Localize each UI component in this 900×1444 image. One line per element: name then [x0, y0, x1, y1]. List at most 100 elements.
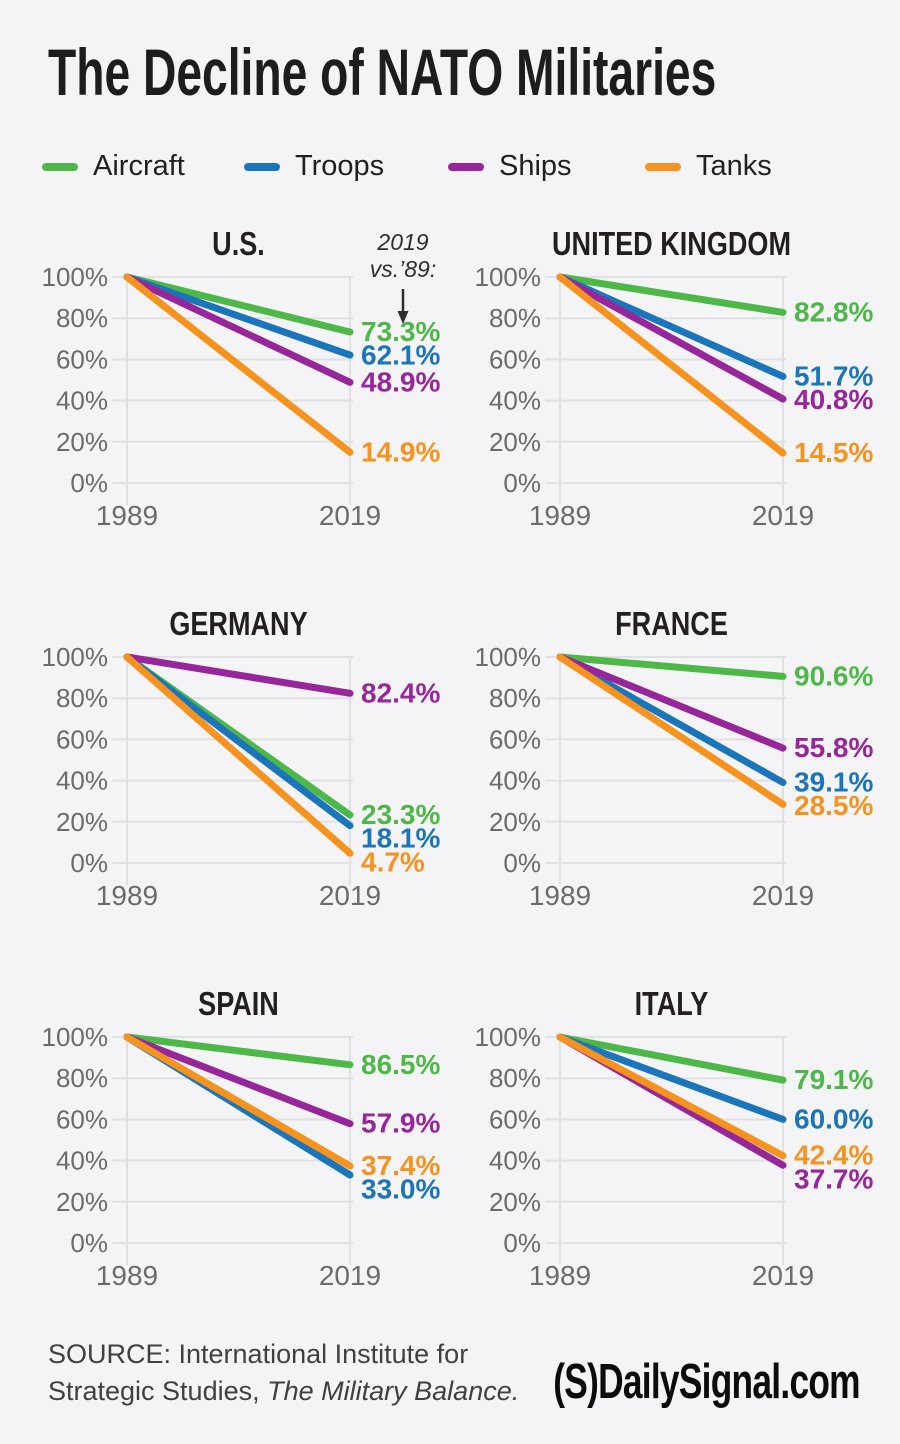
line-chart: 100% 80% 60% 40% 20% 0%1989 2019 90.6% 55.8% 39.1… — [475, 642, 874, 911]
svg-text:20%: 20% — [56, 807, 108, 837]
svg-text:0%: 0% — [503, 848, 541, 878]
line-chart: 100% 80% 60% 40% 20% 0%1989 2019 86.5% 57.9% 37.4… — [42, 1022, 441, 1291]
svg-text:90.6%: 90.6% — [794, 660, 873, 691]
troops-color-swatch — [244, 162, 280, 171]
svg-text:40%: 40% — [489, 1146, 541, 1176]
line-chart: 100% 80% 60% 40% 20% 0%1989 2019 73.3%62.1%48.9… — [42, 262, 441, 531]
svg-text:79.1%: 79.1% — [794, 1064, 873, 1095]
svg-text:60%: 60% — [489, 1104, 541, 1134]
svg-text:0%: 0% — [70, 468, 108, 498]
svg-text:20%: 20% — [489, 427, 541, 457]
svg-text:62.1%: 62.1% — [361, 340, 440, 371]
page-title: The Decline of NATO Militaries — [48, 35, 717, 109]
chart-title: UNITED KINGDOM — [551, 225, 792, 262]
svg-text:1989: 1989 — [96, 1260, 158, 1291]
svg-text:60%: 60% — [56, 724, 108, 754]
chart-germany: GERMANY 100% 80% 60% 40% 20% 0% 1989 2019 82.4% 2… — [30, 595, 480, 975]
svg-text:40.8%: 40.8% — [794, 384, 873, 415]
svg-text:28.5%: 28.5% — [794, 790, 873, 821]
svg-text:73.3%: 73.3% — [361, 316, 440, 347]
svg-text:40%: 40% — [56, 1146, 108, 1176]
legend: Aircraft Troops Ships Tanks — [0, 150, 900, 190]
svg-text:2019: 2019 — [752, 500, 814, 531]
svg-text:100%: 100% — [475, 262, 542, 292]
chart-title: ITALY — [634, 985, 709, 1022]
svg-text:60%: 60% — [56, 344, 108, 374]
svg-text:20%: 20% — [56, 427, 108, 457]
svg-text:86.5%: 86.5% — [361, 1049, 440, 1080]
chart-united-kingdom: UNITED KINGDOM 100% 80% 60% 40% 20% 0% 1989 201… — [463, 215, 900, 595]
svg-text:100%: 100% — [42, 1022, 109, 1052]
svg-text:33.0%: 33.0% — [361, 1174, 440, 1205]
line-chart: 100% 80% 60% 40% 20% 0%1989 2019 82.4% 23.3%18.1… — [42, 642, 441, 911]
svg-text:4.7%: 4.7% — [361, 846, 425, 877]
svg-text:20%: 20% — [489, 1187, 541, 1217]
legend-label: Aircraft — [93, 150, 185, 182]
svg-text:42.4%: 42.4% — [794, 1140, 873, 1171]
chart-italy: ITALY 100% 80% 60% 40% 20% 0% 1989 2019 79.1% 60.… — [463, 975, 900, 1355]
legend-label: Ships — [499, 150, 572, 182]
annotation-2019-vs-89: 2019 vs.’89: — [360, 229, 446, 331]
chart-title: SPAIN — [198, 985, 279, 1022]
svg-text:18.1%: 18.1% — [361, 823, 440, 854]
svg-text:80%: 80% — [489, 303, 541, 333]
svg-text:0%: 0% — [503, 468, 541, 498]
tanks-color-swatch — [645, 162, 681, 171]
svg-text:40%: 40% — [56, 386, 108, 416]
svg-text:0%: 0% — [70, 1228, 108, 1258]
svg-text:55.8%: 55.8% — [794, 732, 873, 763]
svg-text:80%: 80% — [56, 1063, 108, 1093]
svg-text:1989: 1989 — [529, 500, 591, 531]
legend-label: Tanks — [696, 150, 772, 182]
svg-text:60.0%: 60.0% — [794, 1103, 873, 1134]
svg-text:20%: 20% — [56, 1187, 108, 1217]
svg-text:100%: 100% — [42, 262, 109, 292]
source-line2: Strategic Studies, The Military Balance. — [48, 1376, 520, 1406]
legend-item-aircraft: Aircraft — [42, 150, 185, 183]
ships-color-swatch — [448, 162, 484, 171]
svg-text:2019: 2019 — [319, 1260, 381, 1291]
down-arrow-icon — [397, 289, 409, 324]
chart-us: U.S. 2019 vs.’89: 100% 80% 60% 40% 20% 0% 1989… — [30, 215, 480, 595]
svg-text:1989: 1989 — [529, 1260, 591, 1291]
legend-item-troops: Troops — [244, 150, 384, 183]
annotation-line1: 2019 — [377, 229, 429, 255]
svg-text:40%: 40% — [489, 386, 541, 416]
legend-label: Troops — [295, 150, 385, 182]
svg-text:39.1%: 39.1% — [794, 767, 873, 798]
source-note: SOURCE: International Institute for Stra… — [48, 1336, 519, 1410]
chart-title: FRANCE — [615, 605, 728, 642]
chart-spain: SPAIN 100% 80% 60% 40% 20% 0% 1989 2019 86.5% 57.… — [30, 975, 480, 1355]
source-publication-title: The Military Balance. — [267, 1376, 520, 1406]
svg-text:40%: 40% — [489, 766, 541, 796]
svg-text:80%: 80% — [56, 303, 108, 333]
svg-text:48.9%: 48.9% — [361, 366, 440, 397]
chart-title: U.S. — [212, 225, 265, 262]
svg-text:20%: 20% — [489, 807, 541, 837]
svg-text:100%: 100% — [475, 642, 542, 672]
daily-signal-logo: (S)DailySignal.com — [553, 1355, 860, 1409]
svg-text:82.4%: 82.4% — [361, 677, 440, 708]
annotation-line2: vs.’89: — [369, 256, 437, 282]
svg-text:0%: 0% — [503, 1228, 541, 1258]
line-chart: 100% 80% 60% 40% 20% 0%1989 2019 79.1% 60.0% 42.4… — [475, 1022, 874, 1291]
line-chart: 100% 80% 60% 40% 20% 0%1989 2019 82.8% 51.7%40.8… — [475, 262, 874, 531]
legend-item-ships: Ships — [448, 150, 572, 183]
svg-text:2019: 2019 — [752, 1260, 814, 1291]
svg-text:2019: 2019 — [319, 880, 381, 911]
svg-text:60%: 60% — [56, 1104, 108, 1134]
svg-text:14.5%: 14.5% — [794, 437, 873, 468]
legend-item-tanks: Tanks — [645, 150, 772, 183]
svg-text:23.3%: 23.3% — [361, 799, 440, 830]
svg-text:2019: 2019 — [752, 880, 814, 911]
aircraft-color-swatch — [42, 162, 78, 171]
svg-text:1989: 1989 — [96, 500, 158, 531]
svg-text:100%: 100% — [475, 1022, 542, 1052]
svg-text:14.9%: 14.9% — [361, 436, 440, 467]
chart-france: FRANCE 100% 80% 60% 40% 20% 0% 1989 2019 90.6% 55… — [463, 595, 900, 975]
svg-text:40%: 40% — [56, 766, 108, 796]
svg-text:82.8%: 82.8% — [794, 296, 873, 327]
svg-text:51.7%: 51.7% — [794, 361, 873, 392]
chart-title: GERMANY — [169, 605, 308, 642]
